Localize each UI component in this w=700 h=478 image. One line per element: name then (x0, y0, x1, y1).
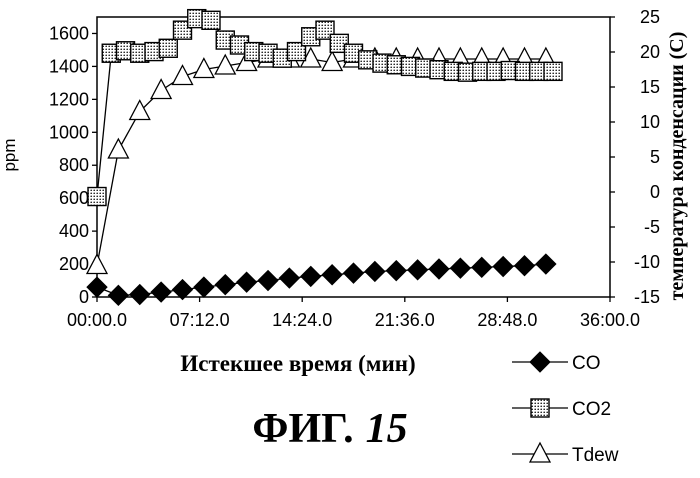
right-tick-label: 5 (650, 147, 660, 167)
figure-caption: ФИГ. 15 (252, 406, 407, 452)
left-tick-label: 1000 (49, 122, 89, 142)
right-tick-label: 0 (650, 182, 660, 202)
legend-item-co: CO (512, 352, 601, 374)
right-tick-label: 10 (640, 112, 660, 132)
co-point (515, 256, 535, 276)
x-tick-label: 28:48.0 (477, 310, 537, 330)
co-point (194, 277, 214, 297)
co-point (322, 265, 342, 285)
co-point (87, 277, 107, 297)
legend-label: CO (572, 353, 601, 374)
co-point (493, 257, 513, 277)
co-point (386, 261, 406, 281)
tdew-series (87, 48, 556, 274)
co-point (301, 266, 321, 286)
left-tick-label: 200 (59, 254, 89, 274)
co-point (429, 259, 449, 279)
x-tick-label: 36:00.0 (580, 310, 640, 330)
co-point (472, 257, 492, 277)
co-point (536, 254, 556, 274)
co-point (258, 271, 278, 291)
right-axis-ticks: -15 -10 -5 0 5 10 15 20 25 (610, 7, 660, 307)
legend: CO CO2 Tdew (512, 352, 619, 466)
tdew-point (151, 80, 171, 99)
co-point (237, 272, 257, 292)
x-tick-label: 07:12.0 (170, 310, 230, 330)
co-point (108, 285, 128, 305)
legend-marker-co2 (531, 399, 549, 417)
left-tick-label: 800 (59, 155, 89, 175)
co-point (344, 263, 364, 283)
x-tick-label: 14:24.0 (272, 310, 332, 330)
legend-item-tdew: Tdew (512, 443, 619, 466)
co2-point (544, 62, 562, 80)
x-tick-label: 21:36.0 (375, 310, 435, 330)
co2-point (159, 39, 177, 57)
legend-label: CO2 (572, 399, 611, 420)
x-axis-label: Истекшее время (мин) (180, 351, 415, 376)
legend-marker-tdew (530, 443, 550, 462)
co-point (365, 261, 385, 281)
tdew-point (108, 139, 128, 158)
left-tick-label: 0 (79, 287, 89, 307)
right-tick-label: -5 (644, 217, 660, 237)
co-point (215, 275, 235, 295)
co-point (130, 285, 150, 305)
series-layer (87, 10, 562, 306)
y2-axis-label: температура конденсации (С) (666, 32, 688, 301)
left-tick-label: 1600 (49, 23, 89, 43)
co2-series (88, 10, 562, 206)
left-tick-label: 400 (59, 221, 89, 241)
right-tick-label: 25 (640, 7, 660, 27)
left-tick-label: 600 (59, 188, 89, 208)
legend-item-co2: CO2 (512, 399, 611, 420)
co-point (151, 282, 171, 302)
x-axis-ticks: 00:00.0 07:12.0 14:24.0 21:36.0 28:48.0 36:00… (67, 297, 640, 330)
co-point (408, 260, 428, 280)
legend-label: Tdew (572, 445, 619, 466)
right-tick-label: 15 (640, 77, 660, 97)
left-axis-ticks: 0 200 400 600 800 1000 1200 1400 1600 (49, 23, 97, 307)
co-point (279, 268, 299, 288)
left-tick-label: 1200 (49, 89, 89, 109)
right-tick-label: -10 (634, 252, 660, 272)
tdew-point (173, 66, 193, 85)
tdew-point (130, 101, 150, 120)
y-axis-label: ppm (0, 138, 19, 171)
co2-point (88, 188, 106, 206)
co-point (450, 258, 470, 278)
left-tick-label: 1400 (49, 56, 89, 76)
co2-point (202, 11, 220, 29)
right-tick-label: -15 (634, 287, 660, 307)
right-tick-label: 20 (640, 42, 660, 62)
caption-prefix: ФИГ. (252, 406, 353, 452)
x-tick-label: 00:00.0 (67, 310, 127, 330)
caption-number: 15 (366, 406, 408, 452)
legend-marker-co (530, 352, 550, 372)
tdew-point (87, 255, 107, 274)
